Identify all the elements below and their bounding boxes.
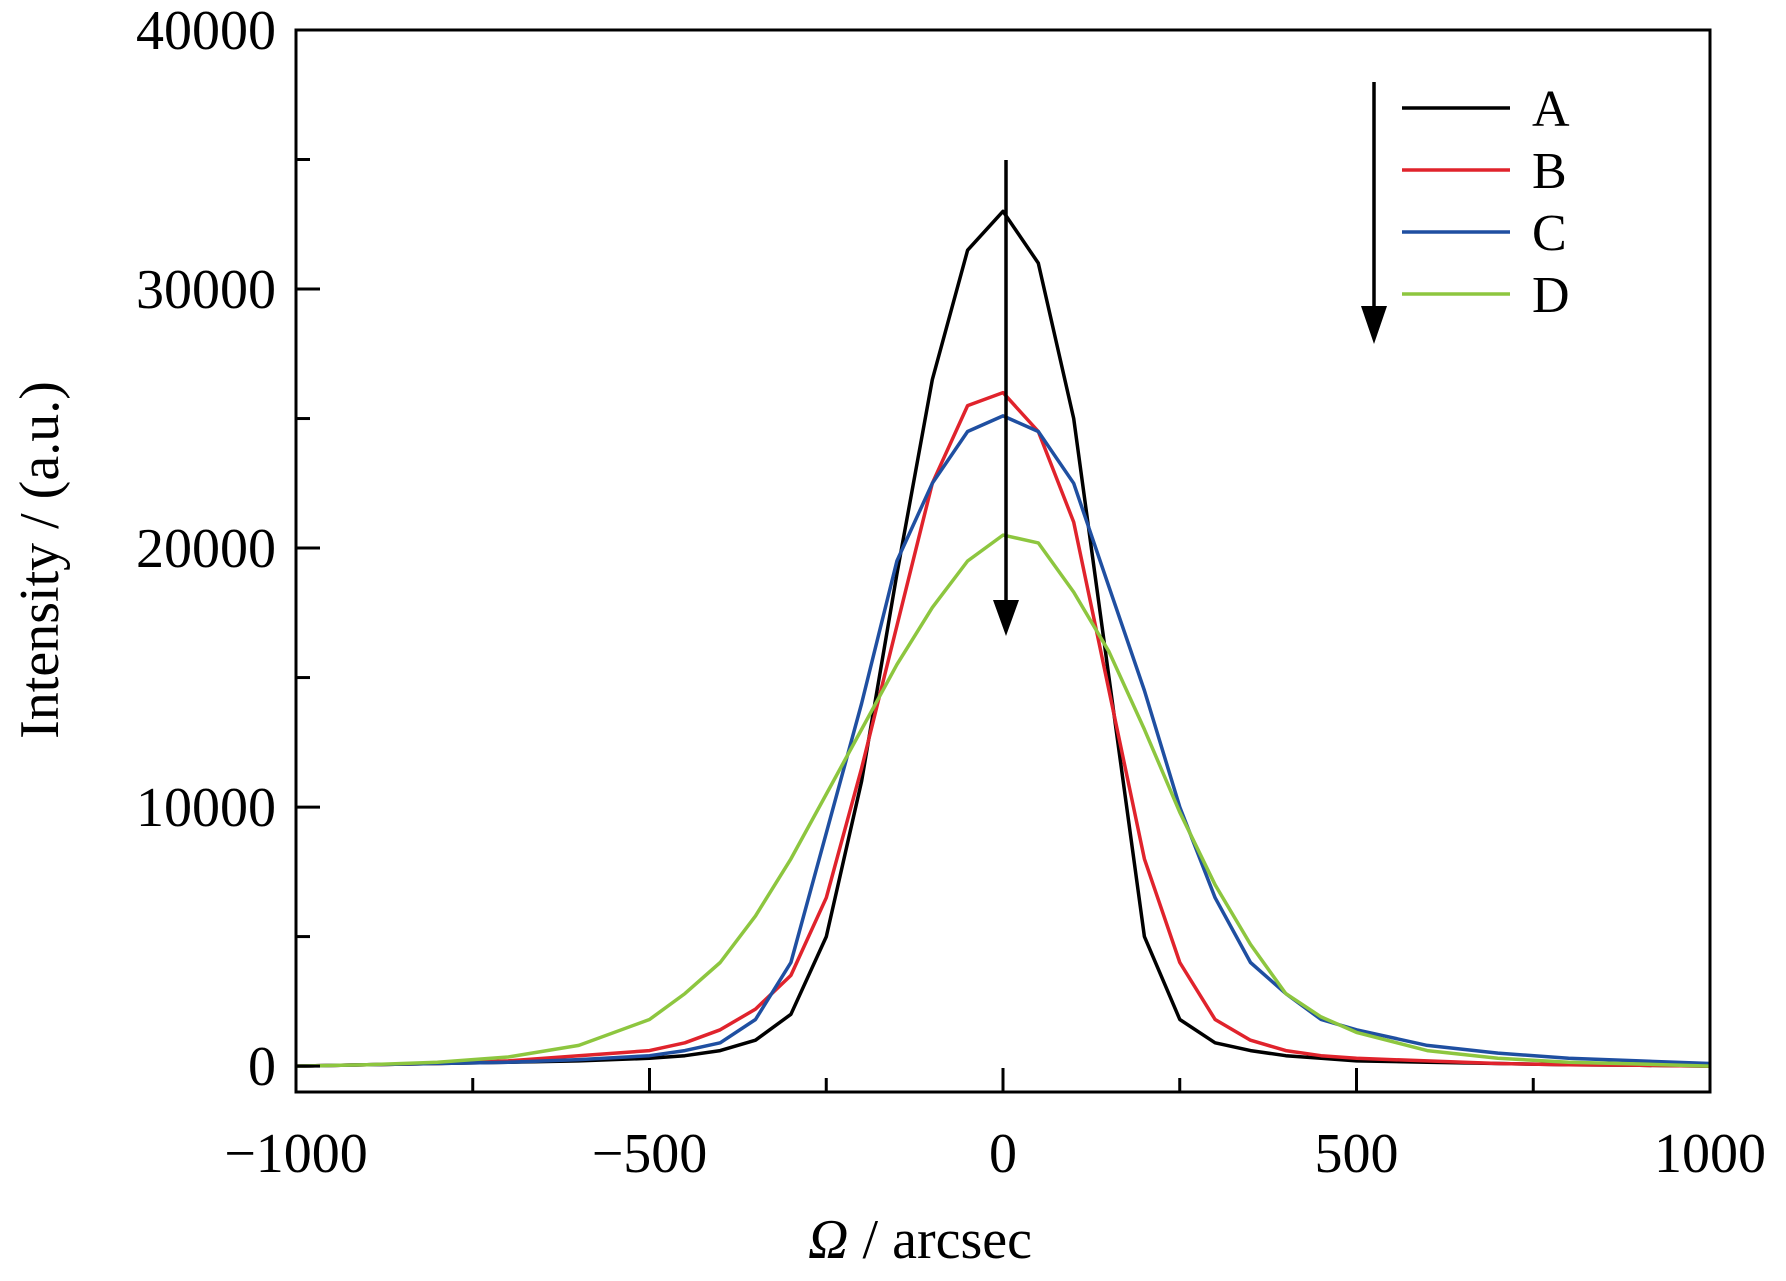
legend-label-C: C: [1532, 205, 1567, 262]
y-tick-label: 40000: [136, 0, 276, 62]
x-axis-unit: / arcsec: [849, 1209, 1032, 1271]
trend-arrow-legend: [1361, 82, 1387, 344]
y-tick-label: 20000: [136, 518, 276, 580]
y-tick-label: 30000: [136, 259, 276, 321]
series-line-B: [295, 390, 1711, 1068]
trend-arrow-center: [993, 160, 1019, 636]
x-axis-label: Ω / arcsec: [808, 1209, 1032, 1271]
plot-frame: [294, 28, 1712, 1094]
series-line-D: [295, 533, 1711, 1068]
series-line-C: [295, 414, 1711, 1068]
y-tick-label: 0: [248, 1036, 276, 1098]
x-tick-label: −500: [592, 1123, 708, 1185]
x-tick-label: 500: [1315, 1123, 1399, 1185]
legend-label-B: B: [1532, 143, 1567, 200]
axis-ticks: [294, 28, 1712, 1092]
legend-label-D: D: [1532, 267, 1570, 324]
x-tick-label: 1000: [1654, 1123, 1766, 1185]
legend-label-A: A: [1532, 81, 1570, 138]
x-tick-label: 0: [989, 1123, 1017, 1185]
y-tick-label: 10000: [136, 777, 276, 839]
plot-lines: [295, 209, 1711, 1068]
x-tick-label: −1000: [224, 1123, 368, 1185]
x-axis-symbol: Ω: [808, 1209, 849, 1271]
y-axis-label: Intensity / (a.u.): [9, 381, 71, 739]
series-line-A: [295, 209, 1711, 1068]
